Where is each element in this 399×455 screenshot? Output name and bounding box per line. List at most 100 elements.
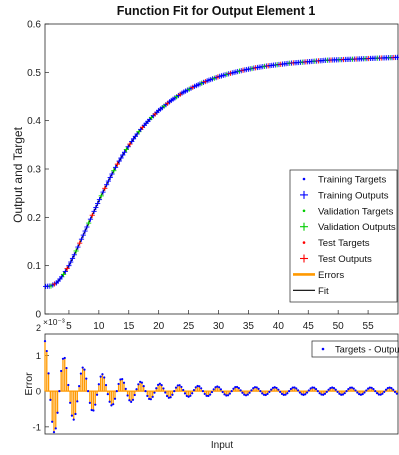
target-marker xyxy=(168,100,171,103)
target-marker xyxy=(172,98,174,101)
error-point xyxy=(164,391,167,394)
error-point xyxy=(61,357,65,360)
error-point xyxy=(83,368,86,371)
target-marker xyxy=(148,118,151,121)
legend-label: Fit xyxy=(318,286,329,297)
target-marker xyxy=(179,93,182,96)
target-marker xyxy=(69,261,72,263)
error-point xyxy=(334,388,337,391)
error-point xyxy=(356,391,359,394)
error-point xyxy=(316,390,319,393)
target-marker xyxy=(118,160,121,162)
error-point xyxy=(79,372,82,375)
target-marker xyxy=(175,95,178,98)
error-point xyxy=(113,397,117,400)
error-point xyxy=(311,386,314,389)
error-point xyxy=(273,386,276,389)
error-point xyxy=(270,388,273,391)
error-point xyxy=(223,393,226,396)
error-point xyxy=(151,395,154,398)
target-marker xyxy=(143,124,146,127)
error-point xyxy=(176,384,179,387)
error-point xyxy=(142,385,145,388)
error-point xyxy=(65,366,68,370)
error-point xyxy=(372,388,375,391)
error-point xyxy=(386,387,389,390)
x-tick-label: 20 xyxy=(153,321,165,332)
target-marker xyxy=(159,108,162,110)
target-marker xyxy=(190,87,192,90)
error-point xyxy=(374,390,377,393)
error-point xyxy=(103,376,106,379)
target-marker xyxy=(116,163,119,166)
error-point xyxy=(379,393,382,396)
target-marker xyxy=(66,267,69,270)
error-point xyxy=(331,386,334,389)
error-point xyxy=(393,390,397,393)
error-point xyxy=(58,390,61,393)
error-point xyxy=(201,390,205,393)
target-marker xyxy=(129,143,131,145)
error-point xyxy=(140,381,144,384)
target-marker xyxy=(181,92,183,94)
error-point xyxy=(99,375,102,378)
error-point xyxy=(119,378,122,381)
error-point xyxy=(183,392,187,395)
error-point xyxy=(243,393,246,396)
error-point xyxy=(336,390,339,393)
error-point xyxy=(88,401,91,404)
error-point xyxy=(261,392,264,395)
error-point xyxy=(347,388,350,391)
error-point xyxy=(69,401,72,404)
error-point xyxy=(126,394,129,397)
error-point xyxy=(207,394,210,398)
target-marker xyxy=(150,116,153,119)
error-point xyxy=(291,386,294,389)
bottom-legend: Targets - Outputs xyxy=(311,340,399,358)
target-marker xyxy=(51,284,54,286)
top-axes: 00.10.20.30.40.50.6 5 10 15 20 25 30 35 40 45 50 5… xyxy=(27,20,399,337)
error-point xyxy=(354,389,357,392)
error-point xyxy=(395,392,398,395)
error-point xyxy=(320,393,323,396)
error-point xyxy=(148,397,151,401)
error-point xyxy=(322,393,325,396)
target-marker xyxy=(157,109,160,112)
top-y-tick-label: 0.3 xyxy=(27,165,41,176)
target-marker xyxy=(89,218,92,221)
error-point xyxy=(81,366,84,369)
error-point xyxy=(185,394,188,397)
error-point xyxy=(128,399,131,402)
target-marker xyxy=(91,214,94,217)
error-point xyxy=(234,386,237,389)
error-point xyxy=(298,391,301,394)
error-point xyxy=(358,393,361,396)
error-point xyxy=(76,400,79,403)
chart-title: Function Fit for Output Element 1 xyxy=(117,4,316,18)
error-point xyxy=(350,386,354,389)
error-point xyxy=(104,383,108,387)
error-point xyxy=(296,389,300,392)
error-point xyxy=(226,394,230,397)
legend-marker xyxy=(302,209,306,213)
target-marker xyxy=(139,128,142,131)
error-point xyxy=(390,387,393,390)
legend-marker xyxy=(302,177,306,181)
target-marker xyxy=(75,250,78,252)
top-y-tick-label: 0 xyxy=(35,310,41,321)
bottom-x-axis-label: Input xyxy=(211,440,233,451)
error-point xyxy=(345,390,348,393)
target-marker xyxy=(134,135,137,138)
error-point xyxy=(205,394,208,397)
error-point xyxy=(302,393,305,396)
error-point xyxy=(135,388,138,391)
target-marker xyxy=(136,133,139,135)
error-point xyxy=(257,387,260,391)
error-point xyxy=(289,387,293,391)
error-point xyxy=(252,387,255,390)
error-point xyxy=(156,383,160,386)
top-x-ticks: 5 10 15 20 25 30 35 40 45 50 55 xyxy=(66,310,374,337)
error-point xyxy=(139,380,142,383)
error-point xyxy=(45,349,48,353)
error-point xyxy=(392,388,395,391)
